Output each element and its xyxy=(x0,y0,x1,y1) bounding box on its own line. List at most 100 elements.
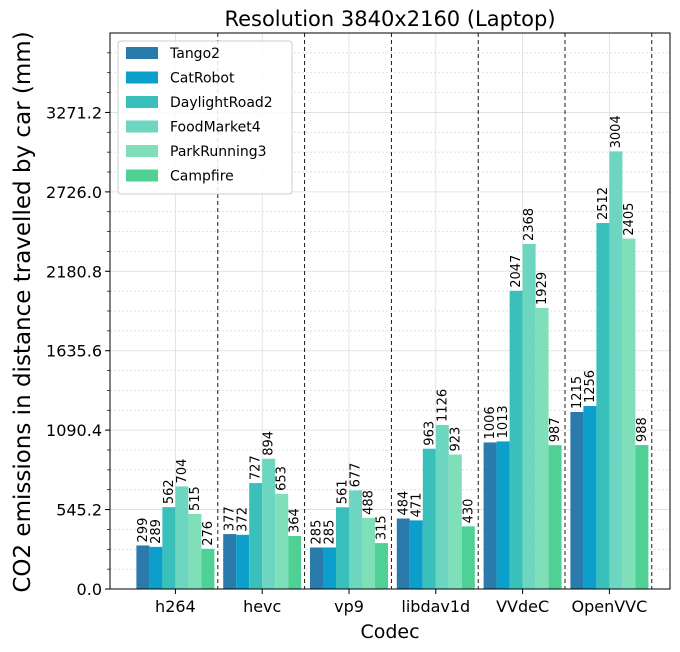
bar-hevc-CatRobot xyxy=(236,534,250,589)
bar-value-label: 1126 xyxy=(435,389,450,422)
bar-h264-CatRobot xyxy=(149,546,163,589)
bar-vp9-FoodMarket4 xyxy=(349,490,362,589)
bar-value-label: 562 xyxy=(162,479,177,504)
bar-libdav1d-Tango2 xyxy=(396,518,410,589)
bar-value-label: 515 xyxy=(188,486,203,511)
legend-label: DaylightRoad2 xyxy=(170,95,273,111)
bar-h264-Campfire xyxy=(201,548,215,589)
y-tick-label: 545.2 xyxy=(56,501,102,520)
y-tick-label: 3271.2 xyxy=(46,103,102,122)
legend-swatch xyxy=(126,96,158,108)
legend-label: FoodMarket4 xyxy=(170,120,261,136)
bar-libdav1d-FoodMarket4 xyxy=(435,424,449,589)
bar-value-label: 1006 xyxy=(483,406,498,439)
x-tick-label: OpenVVC xyxy=(572,597,648,616)
bar-value-label: 704 xyxy=(175,459,190,484)
legend-label: CatRobot xyxy=(170,71,235,87)
bar-libdav1d-CatRobot xyxy=(409,520,423,589)
bar-value-label: 299 xyxy=(136,518,151,543)
bar-hevc-Campfire xyxy=(288,535,302,589)
legend-label: Tango2 xyxy=(169,46,220,62)
bar-value-label: 2368 xyxy=(522,208,537,241)
category-separators xyxy=(217,33,653,589)
bar-value-label: 372 xyxy=(236,507,251,532)
bar-value-label: 963 xyxy=(422,421,437,446)
y-tick-label: 1635.6 xyxy=(46,342,102,361)
bar-vp9-DaylightRoad2 xyxy=(336,507,349,589)
bar-h264-Tango2 xyxy=(136,545,150,589)
bar-value-label: 727 xyxy=(249,455,264,480)
bar-value-label: 1929 xyxy=(535,272,550,305)
bar-VVdeC-CatRobot xyxy=(496,441,510,589)
bars xyxy=(136,151,649,589)
bar-libdav1d-Campfire xyxy=(461,526,475,589)
bar-VVdeC-ParkRunning3 xyxy=(535,307,549,589)
bar-OpenVVC-FoodMarket4 xyxy=(609,151,623,589)
bar-VVdeC-FoodMarket4 xyxy=(522,244,536,589)
y-axis-ticks: 0.0 545.2 1090.4 1635.6 2180.8 2726.0 3271.2 xyxy=(46,52,110,599)
legend-swatch xyxy=(126,145,158,157)
legend-label: ParkRunning3 xyxy=(170,144,267,160)
bar-OpenVVC-ParkRunning3 xyxy=(622,238,636,589)
bar-value-label: 923 xyxy=(448,427,463,452)
x-axis-ticks: h264 hevc vp9 libdav1d VVdeC OpenVVC xyxy=(155,589,647,616)
legend-swatch xyxy=(126,120,158,133)
bar-value-label: 2405 xyxy=(622,203,637,236)
bar-value-label: 677 xyxy=(349,463,364,488)
bar-hevc-Tango2 xyxy=(223,534,237,589)
bar-vp9-ParkRunning3 xyxy=(362,517,375,589)
bar-value-label: 471 xyxy=(409,493,424,518)
x-tick-label: hevc xyxy=(243,597,281,616)
bar-value-label: 988 xyxy=(635,417,650,442)
bar-hevc-ParkRunning3 xyxy=(275,493,289,589)
y-tick-label: 0.0 xyxy=(77,580,102,599)
x-tick-label: libdav1d xyxy=(401,597,470,616)
x-tick-label: VVdeC xyxy=(496,597,549,616)
bar-value-label: 561 xyxy=(336,479,351,504)
x-tick-label: vp9 xyxy=(334,597,364,616)
x-axis-label: Codec xyxy=(360,621,419,643)
bar-VVdeC-DaylightRoad2 xyxy=(509,290,523,589)
bar-value-label: 488 xyxy=(362,490,377,515)
bar-value-label: 2512 xyxy=(596,187,611,220)
x-tick-label: h264 xyxy=(155,597,196,616)
bar-value-label: 315 xyxy=(375,515,390,540)
bar-vp9-CatRobot xyxy=(323,547,336,589)
bar-value-label: 285 xyxy=(323,520,338,545)
bar-vp9-Tango2 xyxy=(310,547,323,589)
bar-VVdeC-Campfire xyxy=(548,445,562,589)
bar-value-label: 364 xyxy=(288,508,303,533)
bar-value-label: 484 xyxy=(396,491,411,516)
legend-swatch xyxy=(126,169,158,182)
chart-title: Resolution 3840x2160 (Laptop) xyxy=(224,7,555,31)
bar-value-label: 377 xyxy=(223,506,238,531)
y-tick-label: 2726.0 xyxy=(46,183,102,202)
y-tick-label: 1090.4 xyxy=(46,421,102,440)
bar-value-label: 2047 xyxy=(509,255,524,288)
bar-value-label: 1215 xyxy=(570,376,585,409)
bar-value-label: 285 xyxy=(310,520,325,545)
bar-h264-ParkRunning3 xyxy=(188,513,202,589)
bar-VVdeC-Tango2 xyxy=(483,442,497,589)
y-tick-label: 2180.8 xyxy=(46,262,102,281)
legend: Tango2 CatRobot DaylightRoad2 FoodMarket4 Pa… xyxy=(117,40,293,195)
legend-swatch xyxy=(126,47,158,59)
bar-h264-FoodMarket4 xyxy=(175,486,189,589)
y-axis-label: CO2 emissions in distance travelled by c… xyxy=(10,31,36,592)
bar-value-label: 1256 xyxy=(583,370,598,403)
legend-box xyxy=(117,40,293,195)
bar-value-label: 653 xyxy=(275,466,290,491)
bar-value-label: 3004 xyxy=(609,115,624,148)
bar-libdav1d-ParkRunning3 xyxy=(448,454,462,589)
legend-label: Campfire xyxy=(170,169,234,185)
bar-OpenVVC-Campfire xyxy=(635,445,649,589)
bar-value-label: 987 xyxy=(548,417,563,442)
bar-OpenVVC-Tango2 xyxy=(570,411,584,589)
legend-swatch xyxy=(126,71,158,84)
bar-h264-DaylightRoad2 xyxy=(162,507,176,589)
bar-OpenVVC-DaylightRoad2 xyxy=(596,223,610,589)
bar-hevc-FoodMarket4 xyxy=(262,458,276,589)
bar-value-label: 894 xyxy=(262,431,277,456)
